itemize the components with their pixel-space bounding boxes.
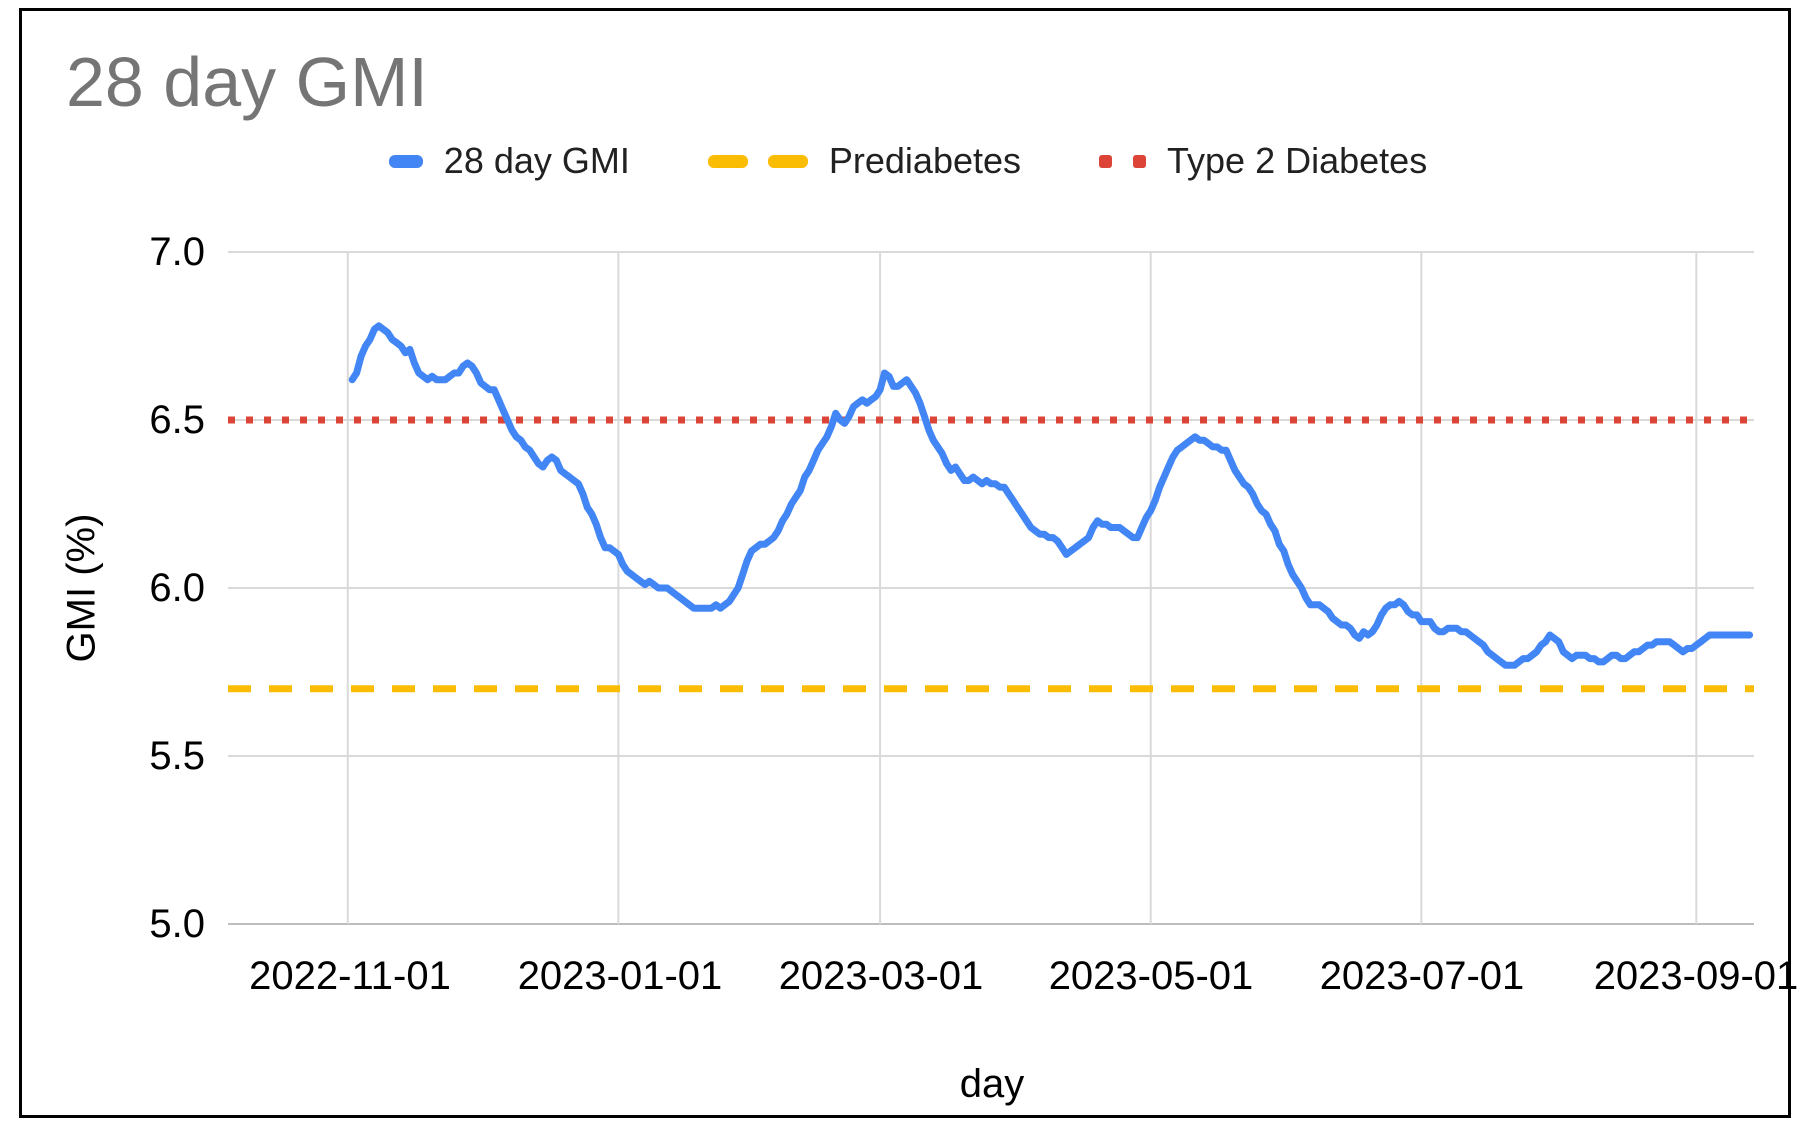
- gmi-line-swatch-icon: [388, 154, 423, 168]
- prediabetes-dash-swatch-icon: [707, 154, 808, 168]
- chart-border-frame: [19, 8, 1791, 1118]
- type2-dot-swatch-icon: [1099, 154, 1147, 168]
- x-tick-2022-11-01: 2022-11-01: [249, 954, 451, 998]
- legend: 28 day GMI Prediabetes Type 2 Diabetes: [0, 140, 1816, 182]
- legend-item-type2[interactable]: Type 2 Diabetes: [1099, 140, 1427, 182]
- x-tick-2023-09-01: 2023-09-01: [1593, 954, 1799, 998]
- legend-label-type2: Type 2 Diabetes: [1167, 140, 1428, 181]
- y-tick-5-0: 5.0: [149, 902, 205, 946]
- legend-label-prediabetes: Prediabetes: [828, 140, 1022, 181]
- legend-item-prediabetes[interactable]: Prediabetes: [707, 140, 1022, 182]
- y-tick-6-0: 6.0: [149, 566, 205, 610]
- y-tick-6-5: 6.5: [149, 398, 205, 442]
- x-tick-2023-05-01: 2023-05-01: [1048, 954, 1254, 998]
- legend-label-gmi: 28 day GMI: [443, 140, 630, 181]
- x-tick-2023-07-01: 2023-07-01: [1319, 954, 1525, 998]
- x-axis-title: day: [959, 1062, 1025, 1106]
- y-tick-5-5: 5.5: [149, 734, 205, 778]
- x-tick-2023-01-01: 2023-01-01: [517, 954, 723, 998]
- chart-title: 28 day GMI: [66, 43, 428, 121]
- x-tick-2023-03-01: 2023-03-01: [778, 954, 984, 998]
- gmi-series-line[interactable]: [348, 322, 1754, 669]
- y-tick-7-0: 7.0: [149, 230, 205, 274]
- y-axis-title: GMI (%): [59, 513, 104, 663]
- legend-item-gmi[interactable]: 28 day GMI: [388, 140, 630, 182]
